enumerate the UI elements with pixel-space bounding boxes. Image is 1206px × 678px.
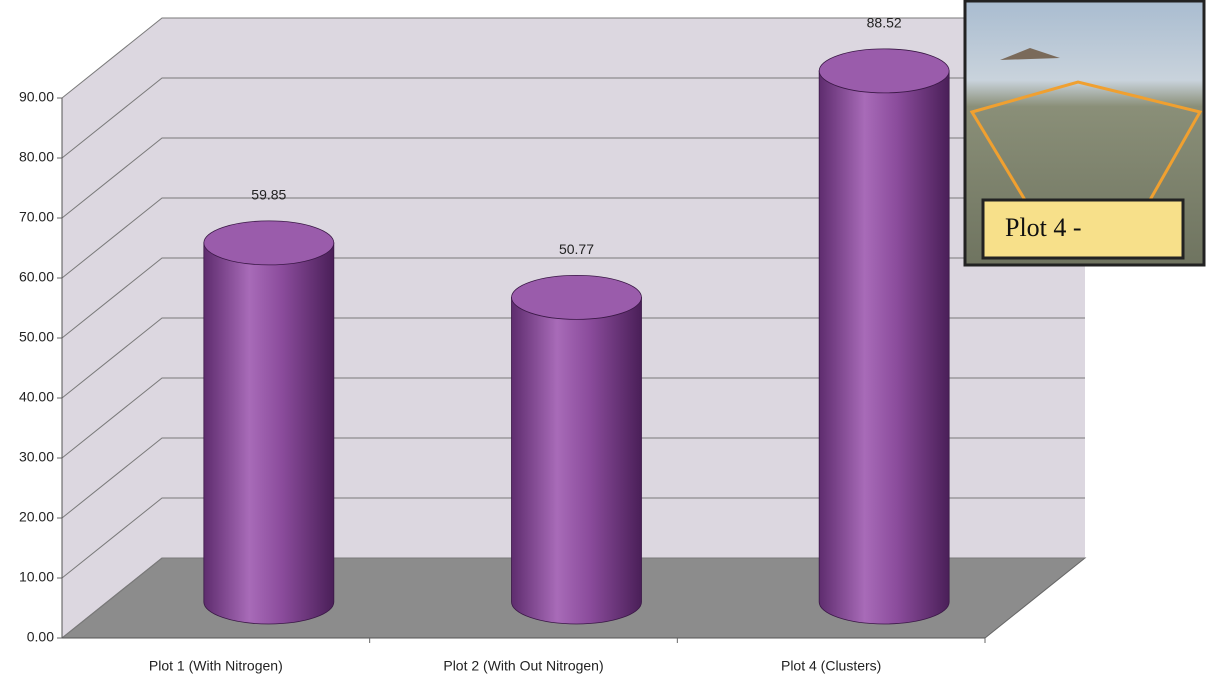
y-tick-label: 30.00 (19, 449, 54, 465)
grid-line (61, 557, 1085, 639)
grid-line (61, 437, 1085, 519)
grid-line (61, 497, 1085, 579)
side-wall (62, 18, 162, 638)
x-tick-label: Plot 1 (With Nitrogen) (149, 658, 283, 674)
grid-line (61, 317, 1085, 399)
hut (1000, 48, 1060, 60)
y-tick-label: 90.00 (19, 89, 54, 105)
y-tick-label: 0.00 (27, 629, 54, 645)
value-label: 59.85 (251, 187, 286, 203)
bar-top (203, 220, 335, 266)
bar (511, 296, 642, 625)
bar-top (511, 274, 642, 320)
bar-top (818, 48, 950, 94)
y-tick-label: 40.00 (19, 389, 54, 405)
y-tick-label: 60.00 (19, 269, 54, 285)
grid-line (61, 257, 1085, 339)
plot-outline (969, 80, 1203, 202)
x-tick-label: Plot 2 (With Out Nitrogen) (443, 658, 603, 674)
y-tick-label: 50.00 (19, 329, 54, 345)
value-label: 88.52 (867, 15, 902, 31)
grid-line (61, 77, 1085, 159)
bar (203, 242, 335, 625)
y-tick-label: 20.00 (19, 509, 54, 525)
grid-line (61, 17, 1085, 99)
inset-label-box (981, 198, 1185, 260)
y-tick-label: 10.00 (19, 569, 54, 585)
x-tick-label: Plot 4 (Clusters) (781, 658, 881, 674)
y-tick-label: 80.00 (19, 149, 54, 165)
grid-line (61, 377, 1085, 459)
value-label: 50.77 (559, 241, 594, 257)
grid-line (61, 197, 1085, 279)
inset-label: Plot 4 - (1005, 213, 1082, 242)
y-tick-label: 70.00 (19, 209, 54, 225)
bar (818, 70, 950, 625)
grid-line (61, 137, 1085, 219)
inset-photo: Plot 4 - (963, 0, 1206, 267)
